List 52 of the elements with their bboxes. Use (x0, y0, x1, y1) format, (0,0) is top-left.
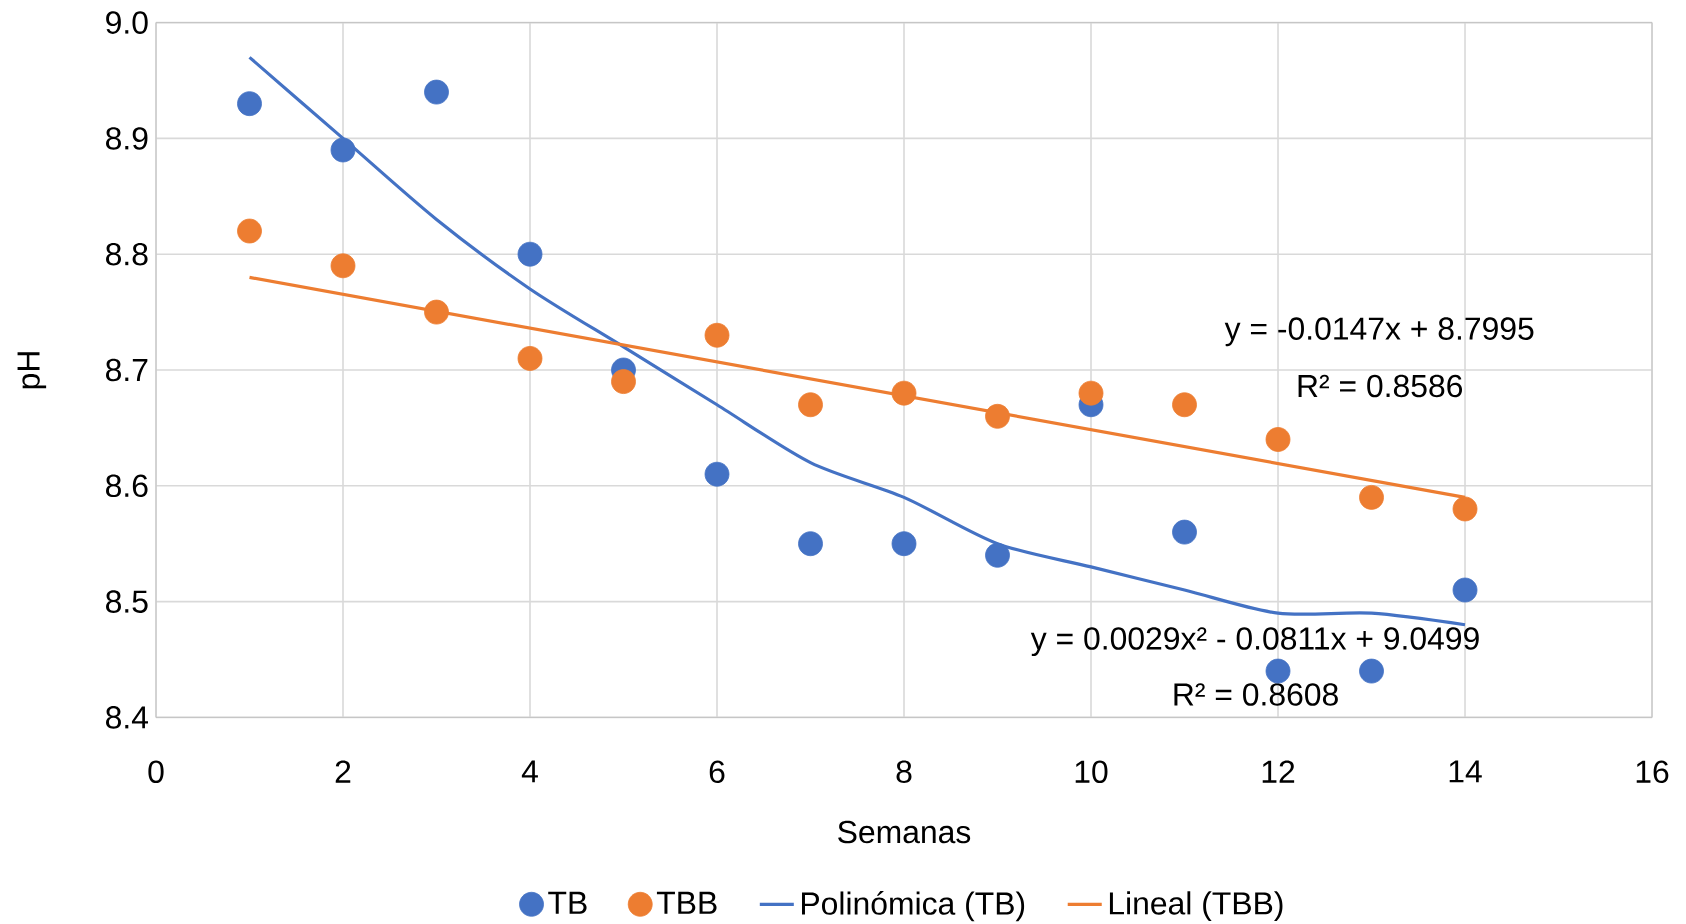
x-tick-label: 8 (896, 760, 912, 784)
point (517, 346, 543, 371)
point (1265, 658, 1291, 684)
point (1265, 427, 1291, 452)
y-tick-label: 9.0 (106, 11, 148, 34)
annotation: R² = 0.8608 (1174, 683, 1338, 706)
x-tick-label: 4 (521, 760, 538, 783)
x-tick-label: 14 (1449, 760, 1482, 783)
y-axis-title: pH (17, 352, 47, 389)
point (1172, 392, 1197, 418)
annotation: y = -0.0147x + 8.7995 (1224, 317, 1534, 347)
point (704, 461, 730, 487)
point (1452, 577, 1478, 603)
x-tick-label: 6 (709, 760, 725, 784)
x-axis-title: Semanas (838, 820, 971, 844)
point (1359, 484, 1384, 510)
point (798, 392, 823, 418)
point (330, 137, 356, 163)
x-tick-label: 10 (1075, 760, 1108, 784)
point (1359, 658, 1384, 684)
point (798, 531, 823, 557)
point (1172, 519, 1197, 545)
y-tick-label: 8.9 (106, 127, 148, 150)
legend-label: Lineal (TBB) (1109, 891, 1283, 921)
point (985, 403, 1010, 429)
y-tick-label: 8.5 (106, 590, 148, 613)
point (611, 369, 636, 394)
point (517, 241, 543, 267)
y-tick-label: 8.8 (106, 242, 148, 266)
x-tick-label: 0 (148, 760, 164, 784)
point (237, 218, 262, 244)
point (891, 531, 917, 557)
x-tick-label: 16 (1636, 760, 1669, 784)
annotation: y = 0.0029x² - 0.0811x + 9.0499 (1030, 627, 1479, 657)
point (424, 299, 449, 325)
legend-label: TBB (656, 891, 717, 914)
x-tick-label: 12 (1262, 760, 1295, 783)
point (985, 542, 1010, 568)
y-tick-label: 8.4 (106, 706, 149, 729)
point (424, 79, 449, 105)
x-tick-label: 2 (335, 760, 351, 783)
point (1452, 496, 1478, 522)
point (330, 253, 356, 279)
y-tick-label: 8.7 (106, 358, 148, 382)
point (1078, 380, 1104, 406)
legend-label: TB (548, 891, 587, 914)
point (704, 322, 730, 348)
annotation: R² = 0.8586 (1298, 374, 1463, 398)
y-tick-label: 8.6 (106, 474, 148, 498)
point (891, 380, 917, 406)
point (237, 91, 262, 117)
legend-label: Polinómica (TB) (802, 891, 1025, 922)
